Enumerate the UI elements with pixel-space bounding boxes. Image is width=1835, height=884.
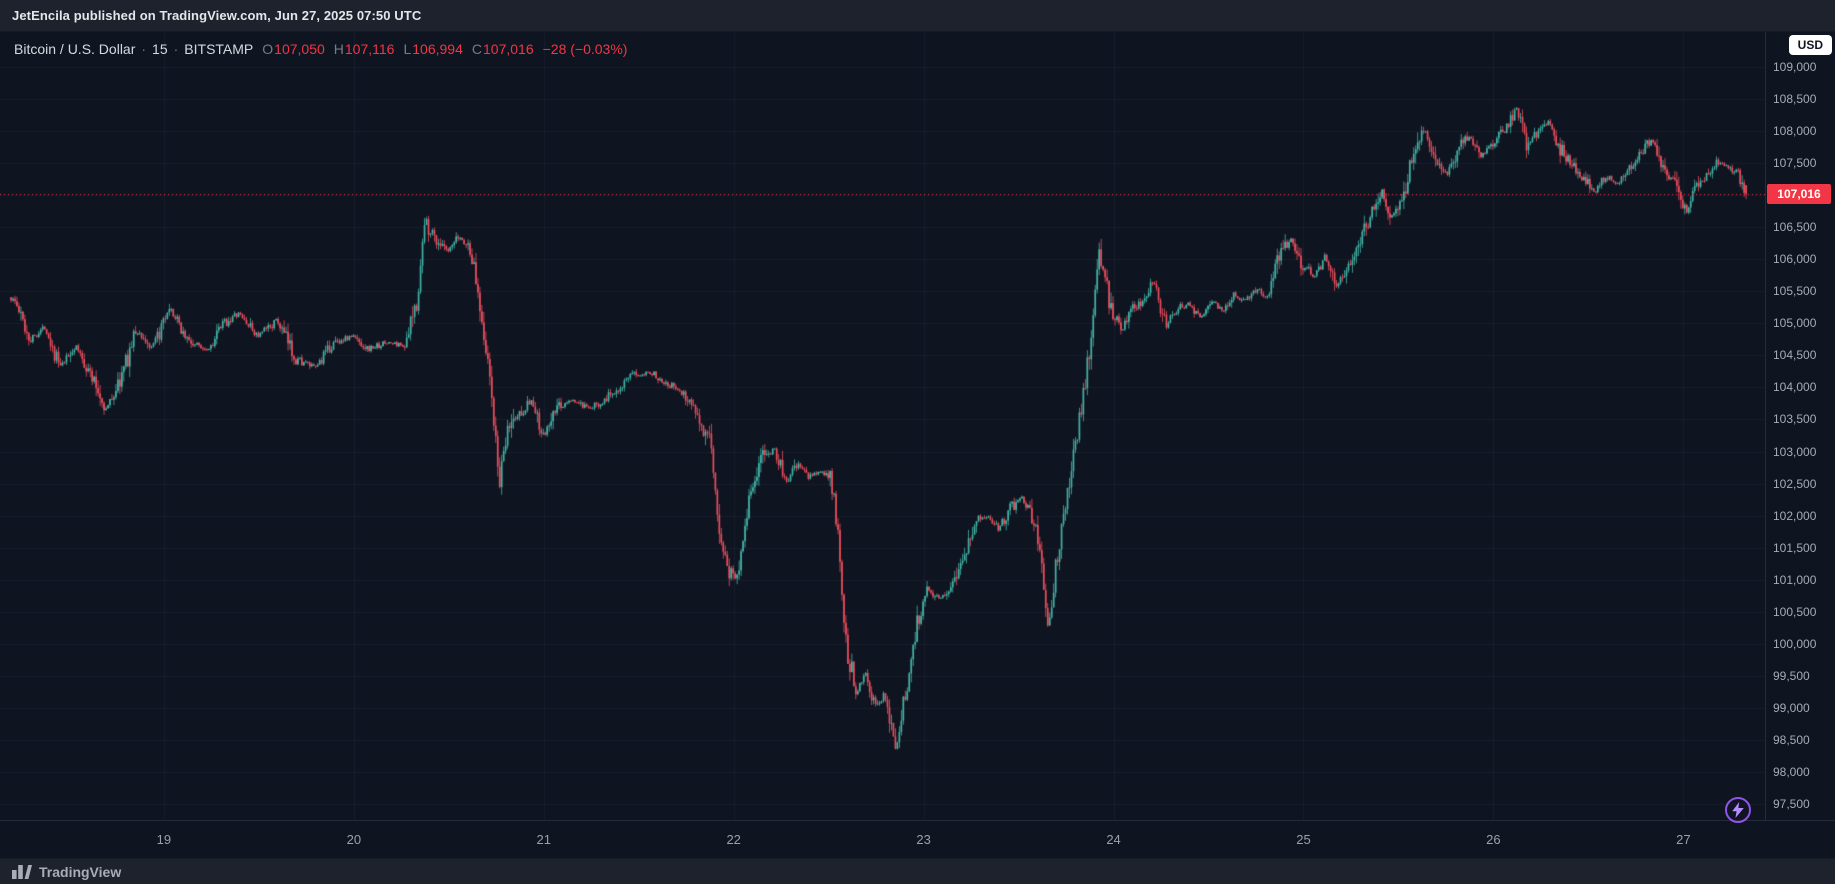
price-axis[interactable]: 107,016 109,000 108,500 108,000 107,500 106,… bbox=[1765, 32, 1835, 820]
ohlc-low: L106,994 bbox=[403, 41, 463, 57]
price-tick-label: 102,500 bbox=[1773, 476, 1817, 491]
price-tick-label: 105,500 bbox=[1773, 284, 1817, 299]
separator-dot: · bbox=[173, 41, 179, 57]
price-tick-label: 105,000 bbox=[1773, 316, 1817, 331]
exchange-label: BITSTAMP bbox=[184, 41, 254, 57]
publish-text: JetEncila published on TradingView.com, … bbox=[12, 8, 422, 23]
symbol-bar: Bitcoin / U.S. Dollar · 15 · BITSTAMP O1… bbox=[14, 39, 627, 59]
tradingview-footer: TradingView bbox=[0, 858, 1835, 884]
boost-icon[interactable] bbox=[1725, 797, 1751, 823]
price-tick-label: 108,500 bbox=[1773, 92, 1817, 107]
ohlc-high: H107,116 bbox=[333, 41, 395, 57]
time-tick-label: 22 bbox=[726, 832, 741, 847]
candlestick-chart[interactable] bbox=[0, 32, 1765, 820]
price-tick-label: 100,000 bbox=[1773, 636, 1817, 651]
price-tick-label: 101,500 bbox=[1773, 540, 1817, 555]
currency-button[interactable]: USD bbox=[1788, 35, 1832, 55]
time-axis[interactable]: 19 20 21 22 23 24 25 26 27 bbox=[0, 820, 1835, 858]
symbol-title[interactable]: Bitcoin / U.S. Dollar bbox=[14, 41, 136, 57]
time-tick-label: 19 bbox=[156, 832, 172, 847]
time-tick-label: 27 bbox=[1676, 832, 1691, 847]
ohlc-close: C107,016 bbox=[471, 41, 534, 57]
price-tick-label: 99,000 bbox=[1773, 700, 1810, 715]
time-tick-label: 26 bbox=[1486, 832, 1501, 847]
price-tick-label: 98,000 bbox=[1773, 764, 1810, 779]
interval-label[interactable]: 15 bbox=[152, 41, 168, 57]
price-tick-label: 104,000 bbox=[1773, 380, 1817, 395]
time-tick-label: 23 bbox=[916, 832, 931, 847]
brand-name[interactable]: TradingView bbox=[39, 863, 122, 880]
last-price-badge: 107,016 bbox=[1767, 184, 1831, 205]
price-tick-label: 97,500 bbox=[1773, 797, 1810, 811]
price-tick-label: 107,500 bbox=[1773, 156, 1817, 171]
price-tick-label: 106,500 bbox=[1773, 220, 1817, 235]
price-tick-label: 104,500 bbox=[1773, 348, 1817, 363]
price-tick-label: 103,500 bbox=[1773, 412, 1817, 427]
time-tick-label: 21 bbox=[536, 832, 551, 847]
lightning-bolt-icon bbox=[1732, 802, 1744, 818]
publish-bar: JetEncila published on TradingView.com, … bbox=[0, 0, 1835, 32]
tradingview-logo-icon[interactable] bbox=[12, 864, 32, 879]
price-tick-label: 109,000 bbox=[1773, 60, 1817, 74]
price-tick-label: 103,000 bbox=[1773, 444, 1817, 459]
time-tick-label: 20 bbox=[346, 832, 362, 847]
chart-widget: Bitcoin / U.S. Dollar · 15 · BITSTAMP O1… bbox=[0, 32, 1835, 858]
price-tick-label: 98,500 bbox=[1773, 732, 1810, 747]
change-label: −28 (−0.03%) bbox=[542, 41, 628, 57]
price-tick-label: 100,500 bbox=[1773, 604, 1817, 619]
price-tick-label: 106,000 bbox=[1773, 252, 1817, 267]
price-tick-label: 101,000 bbox=[1773, 572, 1817, 587]
price-tick-label: 102,000 bbox=[1773, 508, 1817, 523]
time-tick-label: 24 bbox=[1106, 832, 1121, 847]
price-tick-label: 108,000 bbox=[1773, 124, 1817, 139]
time-tick-label: 25 bbox=[1296, 832, 1311, 847]
price-tick-label: 99,500 bbox=[1773, 668, 1810, 683]
ohlc-open: O107,050 bbox=[262, 41, 325, 57]
separator-dot: · bbox=[141, 41, 147, 57]
